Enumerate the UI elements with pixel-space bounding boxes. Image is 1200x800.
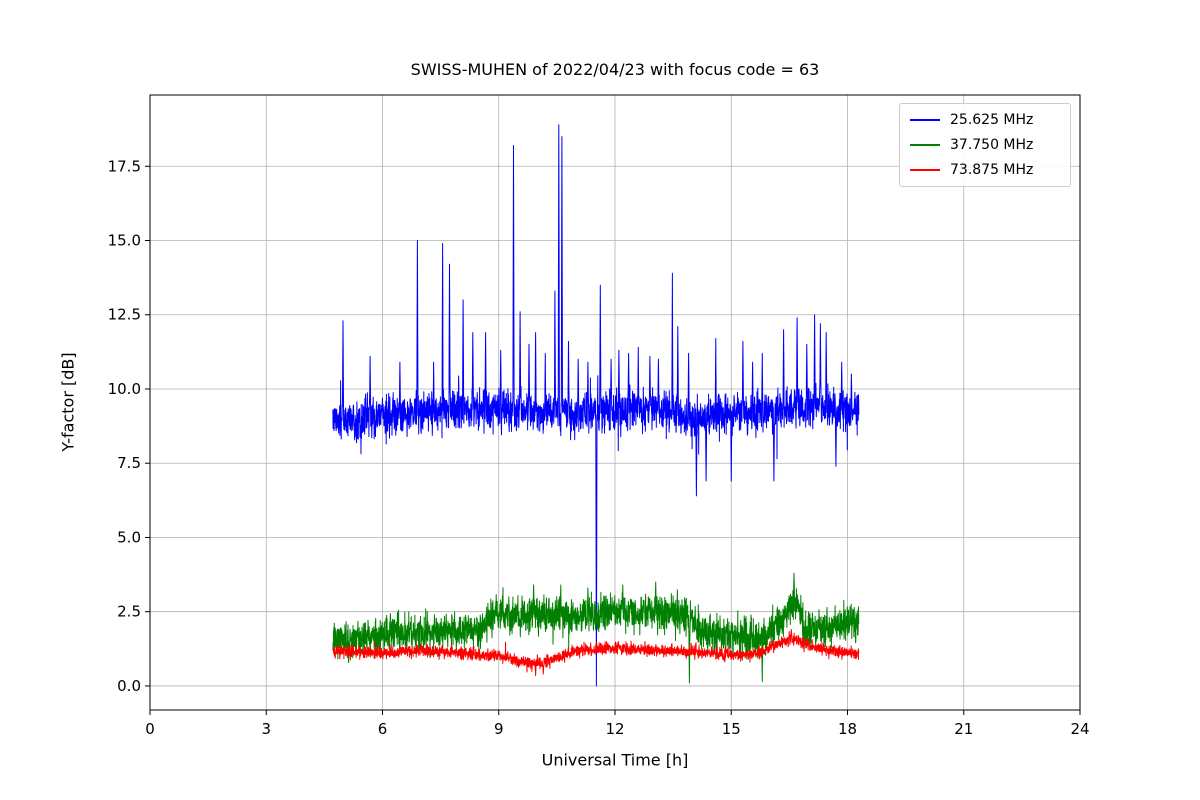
legend: 25.625 MHz 37.750 MHz 73.875 MHz <box>899 103 1071 187</box>
x-tick-label: 12 <box>605 720 624 738</box>
y-tick-label: 2.5 <box>117 603 141 621</box>
legend-entry: 73.875 MHz <box>910 161 1060 179</box>
series-line-3 <box>332 629 860 677</box>
y-tick-label: 0.0 <box>117 677 141 695</box>
legend-label: 37.750 MHz <box>950 137 1034 153</box>
y-tick-label: 7.5 <box>117 454 141 472</box>
legend-line-swatch <box>910 169 940 171</box>
legend-label: 25.625 MHz <box>950 112 1034 128</box>
x-axis-label: Universal Time [h] <box>541 750 689 770</box>
legend-line-swatch <box>910 144 940 146</box>
series-group <box>332 124 860 687</box>
legend-entry: 37.750 MHz <box>910 136 1060 154</box>
x-tick-label: 18 <box>838 720 857 738</box>
y-tick-label: 5.0 <box>117 528 141 546</box>
x-tick-label: 0 <box>145 720 155 738</box>
x-tick-label: 15 <box>722 720 741 738</box>
legend-entry: 25.625 MHz <box>910 111 1060 129</box>
y-tick-label: 15.0 <box>108 232 141 250</box>
y-axis-label: Y-factor [dB] <box>58 352 78 452</box>
y-tick-label: 10.0 <box>108 380 141 398</box>
y-tick-label: 17.5 <box>108 157 141 175</box>
legend-label: 73.875 MHz <box>950 162 1034 178</box>
x-tick-label: 9 <box>494 720 504 738</box>
x-tick-label: 21 <box>954 720 973 738</box>
x-tick-label: 24 <box>1070 720 1089 738</box>
x-tick-label: 3 <box>261 720 271 738</box>
x-tick-label: 6 <box>378 720 388 738</box>
legend-line-swatch <box>910 119 940 121</box>
series-line-1 <box>332 124 860 687</box>
series-line-2 <box>332 572 860 684</box>
y-tick-label: 12.5 <box>108 306 141 324</box>
chart-title: SWISS-MUHEN of 2022/04/23 with focus cod… <box>410 60 820 79</box>
